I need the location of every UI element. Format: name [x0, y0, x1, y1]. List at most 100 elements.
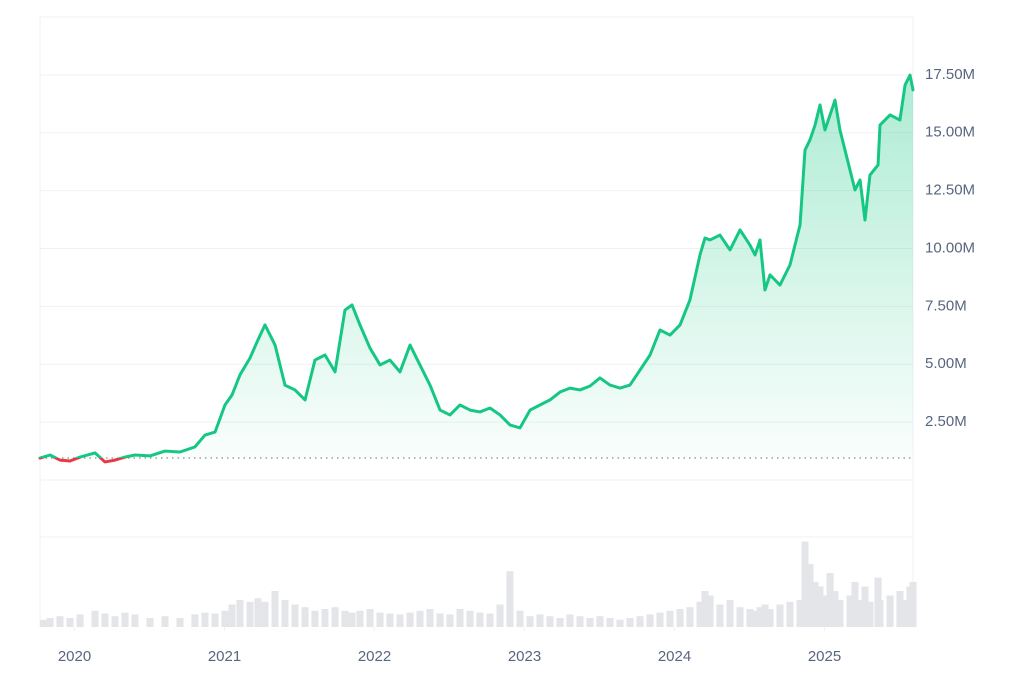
y-tick-label: 15.00M	[925, 124, 975, 141]
volume-bar	[831, 591, 839, 627]
volume-bar	[896, 591, 904, 627]
volume-bar	[756, 607, 764, 627]
volume-bar	[386, 613, 394, 627]
volume-bar	[856, 600, 864, 627]
x-tick-label: 2022	[358, 648, 391, 665]
volume-bar	[446, 614, 454, 627]
volume-bar	[201, 612, 209, 627]
volume-bar	[761, 604, 769, 627]
volume-bar	[246, 601, 254, 627]
volume-bar	[131, 614, 139, 627]
volume-bar	[486, 613, 494, 627]
volume-bar	[466, 610, 474, 627]
volume-bar	[816, 586, 824, 627]
volume-bar	[56, 616, 64, 627]
volume-bar	[376, 612, 384, 627]
volume-bar	[366, 609, 374, 627]
volume-bar	[66, 618, 74, 627]
volume-bar	[228, 604, 236, 627]
x-tick-label: 2023	[508, 648, 541, 665]
volume-bar	[696, 601, 704, 627]
y-tick-label: 17.50M	[925, 66, 975, 83]
volume-bar	[406, 612, 414, 627]
volume-bar	[516, 610, 524, 627]
volume-bar	[46, 618, 54, 627]
volume-bar	[726, 600, 734, 627]
volume-bar	[821, 595, 829, 627]
volume-bar	[801, 541, 809, 627]
volume-bar	[746, 609, 754, 627]
volume-bar	[626, 618, 634, 627]
volume-bar	[636, 616, 644, 627]
x-tick-label: 2020	[58, 648, 91, 665]
volume-bar	[826, 573, 834, 627]
volume-bar	[331, 607, 339, 627]
x-tick-label: 2024	[658, 648, 691, 665]
volume-bar	[646, 614, 654, 627]
price-area	[40, 75, 913, 462]
volume-bar	[146, 618, 154, 627]
volume-bar	[851, 582, 859, 627]
volume-bar	[666, 610, 674, 627]
volume-bar	[236, 600, 244, 627]
volume-bar	[76, 614, 84, 627]
volume-bar	[211, 613, 219, 627]
y-tick-label: 7.50M	[925, 297, 967, 314]
volume-bar	[271, 591, 279, 627]
volume-bar	[91, 610, 99, 627]
volume-bar	[546, 616, 554, 627]
volume-bar	[656, 612, 664, 627]
volume-bar	[321, 609, 329, 627]
volume-bar	[676, 609, 684, 627]
volume-bar	[751, 610, 759, 627]
volume-bar	[291, 604, 299, 627]
volume-bar	[476, 612, 484, 627]
volume-bar	[806, 564, 814, 627]
volume-bar	[556, 618, 564, 627]
volume-bar	[161, 616, 169, 627]
volume-bar	[596, 616, 604, 627]
volume-bar	[796, 600, 804, 627]
volume-bar	[606, 618, 614, 627]
volume-bar	[221, 610, 229, 627]
volume-bar	[301, 607, 309, 627]
volume-bar	[496, 604, 504, 627]
y-tick-label: 12.50M	[925, 182, 975, 199]
volume-bar	[348, 612, 356, 627]
volume-bar	[776, 604, 784, 627]
volume-bar	[40, 619, 48, 627]
volume-bar	[586, 618, 594, 627]
volume-bar	[436, 613, 444, 627]
volume-bar	[311, 610, 319, 627]
volume-bar	[786, 601, 794, 627]
y-tick-label: 5.00M	[925, 355, 967, 372]
volume-bar	[111, 616, 119, 627]
volume-bar	[101, 613, 109, 627]
volume-bar	[706, 595, 714, 627]
volume-bar	[566, 614, 574, 627]
volume-bar	[416, 610, 424, 627]
volume-bar	[191, 614, 199, 627]
volume-bar	[281, 600, 289, 627]
volume-bar	[909, 582, 917, 627]
volume-bar	[886, 595, 894, 627]
volume-bar	[254, 598, 262, 627]
volume-bar	[846, 595, 854, 627]
volume-bar	[836, 600, 844, 627]
volume-bar	[456, 609, 464, 627]
volume-bar	[576, 616, 584, 627]
price-line	[38, 73, 915, 464]
x-tick-label: 2025	[808, 648, 841, 665]
volume-bar	[686, 607, 694, 627]
volume-bar	[176, 618, 184, 627]
volume-bar	[736, 607, 744, 627]
volume-bar	[356, 610, 364, 627]
volume-bar	[861, 586, 869, 627]
volume-bar	[701, 591, 709, 627]
volume-bar	[866, 601, 874, 627]
volume-bar	[526, 616, 534, 627]
volume-bar	[766, 609, 774, 627]
y-tick-label: 2.50M	[925, 413, 967, 430]
